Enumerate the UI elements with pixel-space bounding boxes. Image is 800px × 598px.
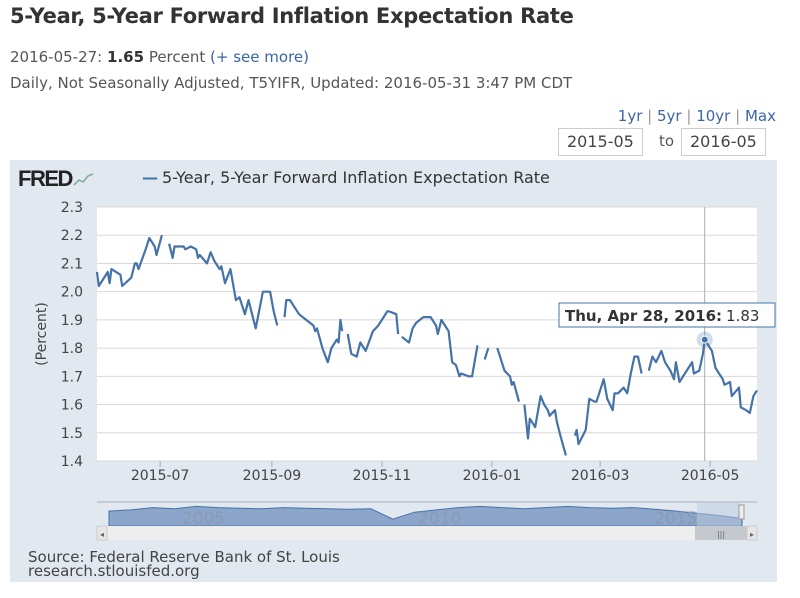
scroll-left-button[interactable]: [96, 525, 108, 541]
date-from-input[interactable]: 2015-05: [558, 128, 643, 156]
source-text: Source: Federal Reserve Bank of St. Loui…: [28, 548, 340, 566]
chart-source: Source: Federal Reserve Bank of St. Loui…: [28, 548, 340, 580]
tooltip-value: 1.83: [726, 307, 759, 325]
plot-area: [97, 207, 757, 461]
latest-observation: 2016-05-27: 1.65 Percent (+ see more): [10, 48, 309, 66]
navigator-year-label: 2005: [182, 509, 225, 529]
navigator-area: [108, 505, 743, 527]
navigator-selection[interactable]: [697, 502, 741, 526]
range-1yr[interactable]: 1yr: [617, 107, 643, 125]
x-tick-label: 2015-11: [353, 468, 412, 484]
series-meta: Daily, Not Seasonally Adjusted, T5YIFR, …: [10, 74, 573, 92]
x-tick-label: 2016-01: [463, 468, 522, 484]
range-max[interactable]: Max: [744, 107, 776, 125]
scrollbar-thumb[interactable]: [695, 526, 747, 540]
x-tick-label: 2015-07: [131, 468, 190, 484]
scroll-left-arrow-icon: ◂: [100, 530, 104, 539]
scroll-right-button[interactable]: [746, 525, 758, 541]
legend-line-icon: —: [142, 168, 158, 187]
range-10yr[interactable]: 10yr: [696, 107, 731, 125]
latest-value: 1.65: [107, 48, 145, 66]
navigator-year-label: 2010: [418, 509, 461, 529]
chart-logo-icon: [73, 173, 94, 186]
legend-label: 5-Year, 5-Year Forward Inflation Expecta…: [162, 168, 550, 187]
separator: |: [647, 107, 653, 125]
chart-legend[interactable]: —5-Year, 5-Year Forward Inflation Expect…: [142, 168, 550, 187]
to-label: to: [659, 132, 675, 150]
y-tick-label: 2.1: [61, 256, 83, 272]
x-tick-label: 2015-09: [243, 468, 302, 484]
latest-date: 2016-05-27:: [10, 48, 103, 66]
y-tick-label: 2.0: [61, 285, 83, 301]
date-to-input[interactable]: 2016-05: [681, 128, 766, 156]
see-more-link[interactable]: (+ see more): [210, 48, 309, 66]
navigator-year-label: 2015: [654, 509, 697, 529]
separator: |: [735, 107, 741, 125]
x-tick-label: 2016-03: [571, 468, 630, 484]
y-tick-label: 1.8: [61, 341, 83, 357]
highlight-point[interactable]: [700, 335, 709, 344]
scroll-right-arrow-icon: ▸: [750, 530, 754, 539]
fred-logo-text: FRED: [18, 166, 73, 191]
y-tick-label: 2.3: [61, 200, 83, 216]
separator: |: [686, 107, 692, 125]
range-selector: 1yr | 5yr | 10yr | Max: [618, 107, 776, 125]
x-tick-label: 2016-05: [681, 468, 740, 484]
page-title: 5-Year, 5-Year Forward Inflation Expecta…: [10, 4, 574, 28]
y-tick-label: 1.4: [61, 454, 83, 470]
fred-logo: FRED: [18, 166, 96, 192]
y-axis-label: (Percent): [34, 302, 50, 366]
y-tick-label: 1.6: [61, 398, 83, 414]
svg-text:Thu, Apr 28, 2016:1.83: Thu, Apr 28, 2016: 1.83: [565, 307, 759, 325]
source-url: research.stlouisfed.org: [28, 562, 200, 580]
series-line: [95, 234, 758, 456]
range-5yr[interactable]: 5yr: [657, 107, 682, 125]
tooltip-date: Thu, Apr 28, 2016:: [565, 307, 722, 325]
tooltip: Thu, Apr 28, 2016: 1.83: [558, 302, 776, 328]
navigator-scrollbar-track[interactable]: [97, 526, 757, 540]
scrollbar-grip-icon: |||: [717, 530, 725, 539]
y-tick-label: 2.2: [61, 228, 83, 244]
y-tick-label: 1.7: [61, 369, 83, 385]
navigator-handle-right[interactable]: [738, 504, 745, 520]
y-tick-label: 1.9: [61, 313, 83, 329]
latest-units: Percent: [148, 48, 206, 66]
y-tick-label: 1.5: [61, 426, 83, 442]
